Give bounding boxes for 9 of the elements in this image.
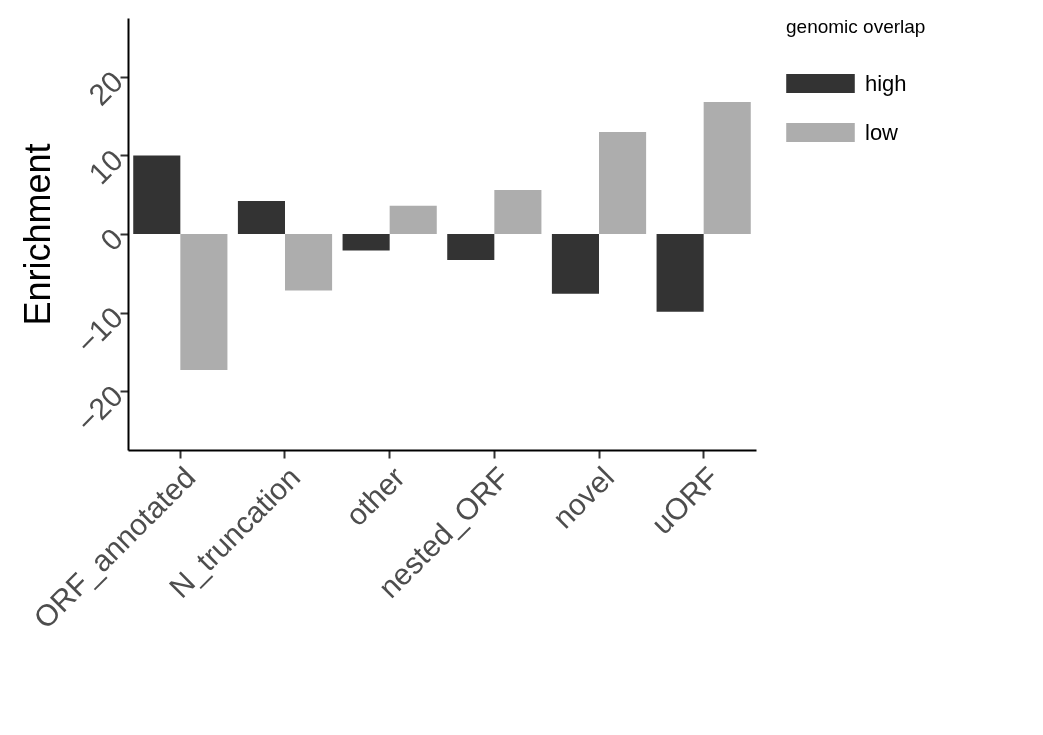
- y-tick-label: −20: [69, 378, 130, 439]
- legend-label: high: [865, 70, 907, 96]
- y-tick-label: −10: [69, 300, 130, 360]
- legend-title: genomic overlap: [786, 16, 926, 37]
- legend-label: low: [865, 119, 899, 145]
- y-tick-label: 10: [82, 143, 130, 191]
- y-tick-label: 0: [93, 221, 130, 257]
- y-axis-title: Enrichment: [16, 143, 58, 326]
- y-tick-label: 20: [82, 64, 130, 112]
